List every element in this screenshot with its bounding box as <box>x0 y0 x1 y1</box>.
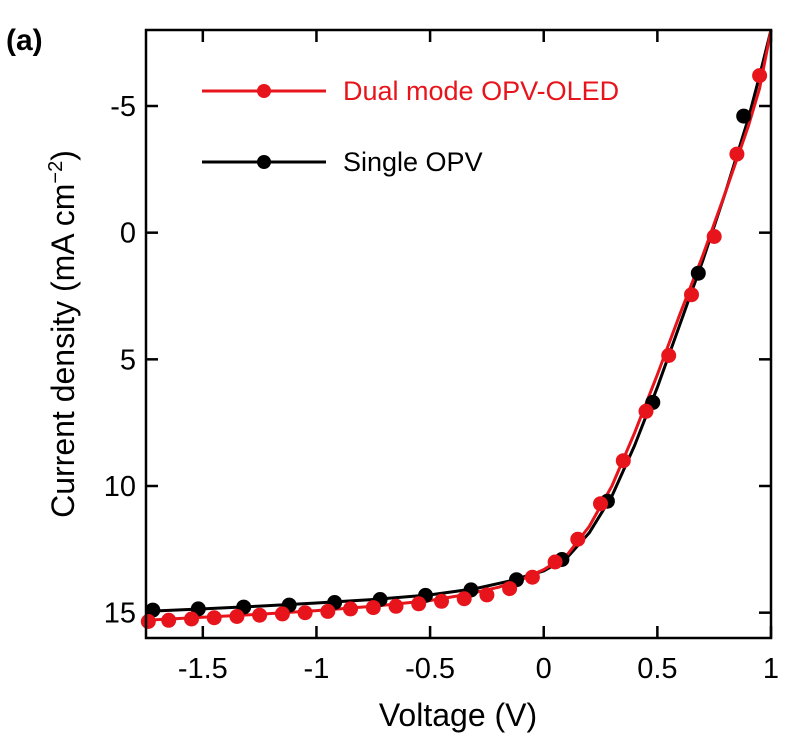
data-point-dual-mode-26 <box>729 146 745 162</box>
y-axis-title-main: Current density (mA cm <box>45 184 81 518</box>
data-point-dual-mode-27 <box>752 68 768 84</box>
data-point-dual-mode-21 <box>615 453 631 469</box>
legend-marker-single <box>257 155 271 169</box>
plot-frame <box>144 28 773 640</box>
data-point-dual-mode-9 <box>343 601 358 617</box>
data-point-dual-mode-15 <box>479 587 495 603</box>
x-tick-label: 0 <box>536 653 552 685</box>
data-point-dual-mode-23 <box>661 348 677 363</box>
plot-markers <box>140 68 768 629</box>
data-point-dual-mode-1 <box>161 612 177 628</box>
y-axis-title: Current density (mA cm−2) <box>45 150 81 518</box>
data-point-dual-mode-2 <box>184 611 199 627</box>
data-point-dual-mode-20 <box>593 496 608 512</box>
data-point-dual-mode-12 <box>411 596 427 612</box>
data-point-dual-mode-8 <box>320 603 336 619</box>
legend-label-single: Single OPV <box>343 147 483 177</box>
y-tick-label: 15 <box>104 598 136 630</box>
data-point-dual-mode-17 <box>524 569 540 585</box>
x-tick-label: -1.5 <box>178 653 228 685</box>
y-tick-label: 10 <box>104 471 136 503</box>
legend-marker-dual <box>257 84 271 98</box>
legend-label-dual: Dual mode OPV-OLED <box>343 76 619 106</box>
legend: Dual mode OPV-OLED Single OPV <box>202 76 619 177</box>
data-point-dual-mode-0 <box>140 614 156 629</box>
y-tick-label: 5 <box>120 344 136 376</box>
x-ticks: -1.5 -1 -0.5 0 0.5 1 <box>178 30 779 685</box>
data-point-dual-mode-6 <box>274 606 290 622</box>
data-point-dual-mode-25 <box>706 229 722 244</box>
x-tick-label: -1 <box>304 653 330 685</box>
data-point-dual-mode-19 <box>570 531 586 547</box>
data-point-single-opv-13 <box>736 108 752 124</box>
data-point-single-opv-12 <box>690 265 706 281</box>
data-point-dual-mode-13 <box>434 593 449 609</box>
x-tick-label: 1 <box>763 653 779 685</box>
data-point-dual-mode-22 <box>638 403 654 419</box>
y-ticks: -5 0 5 10 15 <box>104 91 771 630</box>
data-point-dual-mode-24 <box>684 287 699 303</box>
data-point-dual-mode-5 <box>252 607 268 623</box>
x-axis-title: Voltage (V) <box>379 697 537 733</box>
y-axis-title-close: ) <box>45 150 81 161</box>
x-tick-label: 0.5 <box>637 653 677 685</box>
y-tick-label: -5 <box>110 91 136 123</box>
data-point-dual-mode-11 <box>388 598 404 614</box>
data-point-dual-mode-14 <box>456 591 472 607</box>
series-line-dual-mode <box>145 29 773 622</box>
data-point-dual-mode-4 <box>229 609 245 624</box>
data-point-dual-mode-3 <box>206 610 222 626</box>
y-tick-label: 0 <box>120 218 136 250</box>
data-point-dual-mode-7 <box>297 605 313 621</box>
data-point-dual-mode-10 <box>365 600 381 616</box>
panel-label: (a) <box>6 24 43 57</box>
data-point-dual-mode-18 <box>547 554 563 570</box>
x-tick-label: -0.5 <box>405 653 455 685</box>
data-point-dual-mode-16 <box>502 581 518 597</box>
y-axis-title-sup: −2 <box>45 161 67 184</box>
plot-curves <box>145 29 773 622</box>
